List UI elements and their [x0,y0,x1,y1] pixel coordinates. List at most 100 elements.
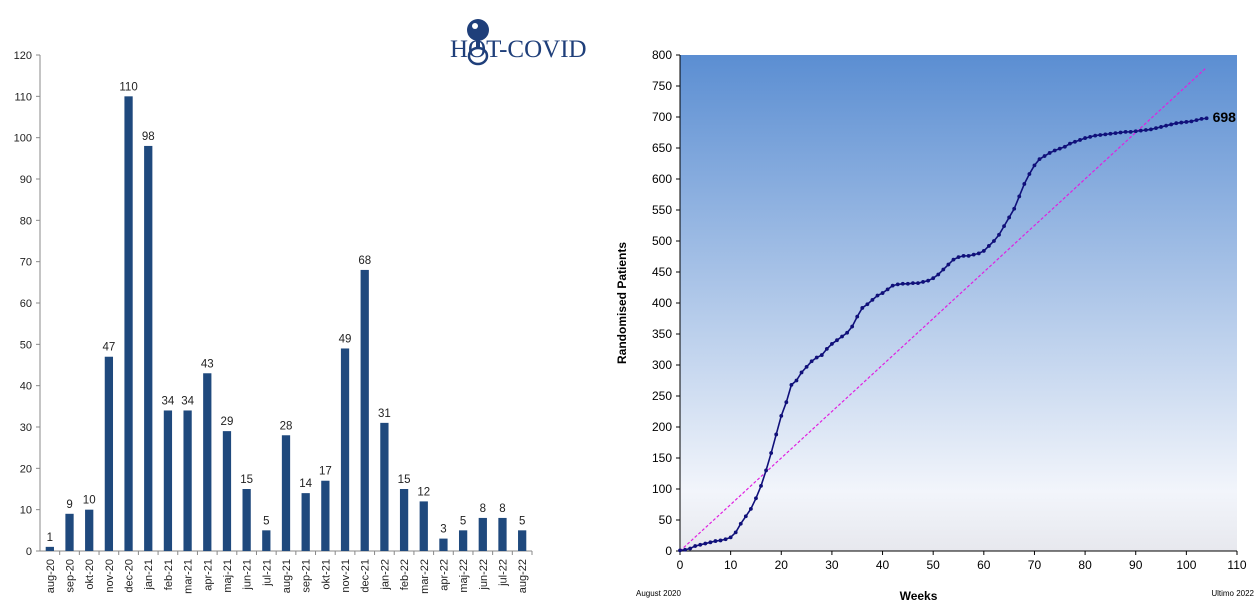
bar [301,493,310,551]
data-point [885,287,890,292]
x-tick-label: aug-22 [517,559,529,593]
data-point [1068,141,1072,146]
data-point [986,244,991,248]
data-point [733,530,738,535]
x-tick-label: nov-21 [340,559,352,593]
data-point [819,353,824,357]
y-tick-label: 600 [652,172,672,186]
plot-background [680,55,1237,551]
bar [85,509,94,551]
y-tick-label: 750 [652,79,672,93]
data-point [1047,151,1052,155]
data-point [1123,129,1128,134]
bar-value-label: 14 [299,478,312,490]
data-point [1017,194,1022,199]
data-point [1022,182,1027,186]
bar-value-label: 43 [201,358,214,370]
x-tick-label: feb-21 [163,559,175,590]
y-tick-label: 150 [652,451,672,465]
bar-value-label: 68 [358,255,371,267]
logo-text: HOT-COVID [450,36,587,63]
start-date-label: August 2020 [636,589,681,598]
x-tick-label: 30 [825,558,839,572]
data-point [794,378,799,383]
bar-value-label: 10 [83,495,96,507]
data-point [926,278,931,283]
data-point [1083,136,1087,140]
data-point [966,253,971,258]
x-tick-label: apr-21 [202,559,214,591]
bar [360,269,369,551]
y-tick-label: 250 [652,389,672,403]
data-point [759,484,763,488]
y-tick-label: 60 [20,298,32,310]
data-point [1128,129,1133,134]
x-tick-label: 0 [677,558,684,572]
data-point [870,298,875,302]
y-tick-label: 50 [659,513,673,527]
x-tick-label: okt-21 [320,559,332,590]
data-point [941,267,946,272]
data-point [784,400,789,405]
data-point [956,255,961,260]
end-date-label: Ultimo 2022 [1211,589,1254,598]
x-tick-label: aug-21 [281,559,293,593]
data-point [703,541,708,546]
data-point [769,451,774,455]
data-point [1012,206,1017,211]
x-tick-label: jun-22 [478,559,490,591]
data-point [845,330,849,335]
x-tick-label: 80 [1078,558,1092,572]
data-point [865,302,870,307]
y-tick-label: 800 [652,48,672,62]
data-point [1108,131,1113,136]
y-tick-label: 0 [26,546,32,558]
bar [380,422,389,551]
y-tick-label: 450 [652,265,672,279]
data-point [789,382,794,387]
x-tick-label: maj-22 [458,559,470,593]
y-tick-label: 120 [14,50,32,62]
data-point [840,334,844,339]
y-tick-label: 80 [20,215,32,227]
data-point [921,280,925,284]
data-point [1194,118,1199,122]
y-tick-label: 90 [20,174,32,186]
data-point [951,257,956,262]
y-tick-label: 200 [652,420,672,434]
y-tick-label: 30 [20,422,32,434]
data-point [1113,131,1118,136]
data-point [804,364,809,369]
data-point [850,324,855,329]
bar [144,145,153,551]
data-point [1169,122,1174,127]
x-tick-label: aug-20 [45,559,57,593]
x-tick-label: okt-20 [84,559,96,590]
bar-value-label: 15 [398,474,411,486]
data-point [961,253,966,258]
data-point [678,548,682,553]
x-tick-label: 110 [1227,558,1246,572]
data-point [1159,125,1163,129]
data-point [830,342,834,346]
data-point [946,262,951,267]
data-point [799,370,804,375]
data-point [855,314,860,319]
y-tick-label: 20 [20,463,32,475]
bar [281,435,291,551]
x-axis-title: Weeks [900,589,938,602]
data-point [1002,224,1006,229]
bar [242,489,251,551]
bar [104,356,114,551]
data-point [1138,128,1143,133]
bar [124,96,133,551]
x-tick-label: 60 [977,558,991,572]
data-point [1062,144,1067,149]
data-point [1007,215,1012,220]
y-tick-label: 100 [652,482,672,496]
bar-value-label: 5 [519,515,525,527]
bar-value-label: 8 [480,503,486,515]
bar [262,530,271,551]
bar-value-label: 34 [162,395,175,407]
bar-value-label: 28 [280,420,293,432]
